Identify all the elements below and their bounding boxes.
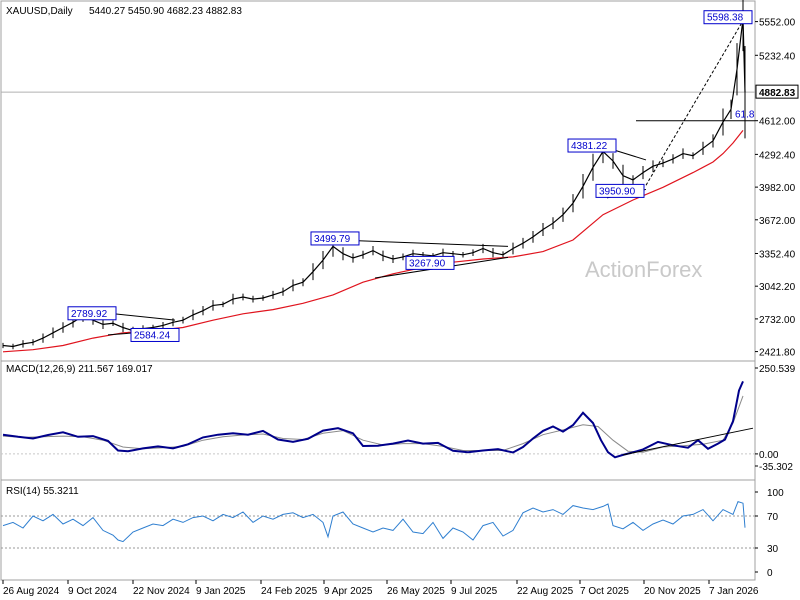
price-annotation-label: 4381.22 xyxy=(571,141,608,152)
rsi-y-tick-label: 100 xyxy=(767,488,784,499)
price-y-tick-label: 3982.00 xyxy=(759,183,796,194)
x-tick-label: 7 Jan 2026 xyxy=(709,586,759,597)
x-tick-label: 26 May 2025 xyxy=(387,586,445,597)
price-trendline xyxy=(337,239,509,247)
price-y-tick-label: 2732.00 xyxy=(759,315,796,326)
x-tick-label: 7 Oct 2025 xyxy=(580,586,629,597)
price-annotation-box xyxy=(310,231,360,246)
price-annotation-box xyxy=(703,10,753,25)
price-annotation-label: 3267.90 xyxy=(409,258,446,269)
macd-panel-frame xyxy=(0,360,756,481)
price-annotation-label: 3499.79 xyxy=(314,234,351,245)
price-y-tick-label: 5232.40 xyxy=(759,51,796,62)
price-header-symbol: XAUUSD,Daily xyxy=(6,6,73,17)
price-header-ohlc: 5440.27 5450.90 4682.23 4882.83 xyxy=(89,6,242,17)
price-trendline xyxy=(645,20,744,186)
price-annotation-label: 2789.92 xyxy=(71,309,108,320)
x-tick-label: 9 Jan 2025 xyxy=(196,586,246,597)
rsi-line xyxy=(2,500,746,543)
x-tick-label: 9 Oct 2024 xyxy=(68,586,117,597)
price-y-tick-label: 3352.40 xyxy=(759,249,796,260)
watermark-text: ActionForex xyxy=(585,257,702,282)
current-price-label: 4882.83 xyxy=(759,88,796,99)
price-y-tick-label: 5552.00 xyxy=(759,18,796,29)
price-y-tick-label: 4292.40 xyxy=(759,150,796,161)
x-tick-label: 22 Nov 2024 xyxy=(133,586,190,597)
price-annotation-box xyxy=(130,327,180,342)
price-y-tick-label: 2421.80 xyxy=(759,348,796,359)
rsi-y-tick-label: 0 xyxy=(767,568,773,579)
price-y-tick-label: 3672.00 xyxy=(759,216,796,227)
macd-y-tick-label: -35.302 xyxy=(759,462,793,473)
macd-trendline xyxy=(622,427,754,456)
rsi-y-tick-label: 30 xyxy=(767,544,779,555)
x-tick-label: 9 Apr 2025 xyxy=(324,586,373,597)
price-close-line xyxy=(2,18,746,348)
price-y-tick-label: 3042.20 xyxy=(759,282,796,293)
macd-header: MACD(12,26,9) 211.567 169.017 xyxy=(6,364,153,375)
rsi-y-tick-label: 70 xyxy=(767,512,779,523)
macd-y-tick-label: 0.00 xyxy=(759,450,779,461)
x-tick-label: 22 Aug 2025 xyxy=(517,586,574,597)
price-annotation-label: 5598.38 xyxy=(707,13,744,24)
price-annotation-label: 2584.24 xyxy=(134,330,171,341)
price-y-tick-label: 4612.00 xyxy=(759,117,796,128)
price-annotation-box xyxy=(405,255,455,270)
price-annotation-box xyxy=(595,183,645,198)
price-annotation-label: 3950.90 xyxy=(599,186,636,197)
price-annotation-box xyxy=(67,306,117,321)
price-annotation-box xyxy=(567,138,617,153)
current-price-box xyxy=(755,84,799,99)
x-tick-label: 9 Jul 2025 xyxy=(451,586,498,597)
macd-line xyxy=(2,380,744,459)
x-tick-label: 20 Nov 2025 xyxy=(644,586,701,597)
x-tick-label: 24 Feb 2025 xyxy=(261,586,318,597)
fib-618-label: 61.8 xyxy=(735,110,755,121)
macd-y-tick-label: 250.539 xyxy=(759,364,796,375)
x-tick-label: 26 Aug 2024 xyxy=(3,586,60,597)
price-panel-frame xyxy=(0,0,756,362)
rsi-header: RSI(14) 55.3211 xyxy=(6,486,79,497)
